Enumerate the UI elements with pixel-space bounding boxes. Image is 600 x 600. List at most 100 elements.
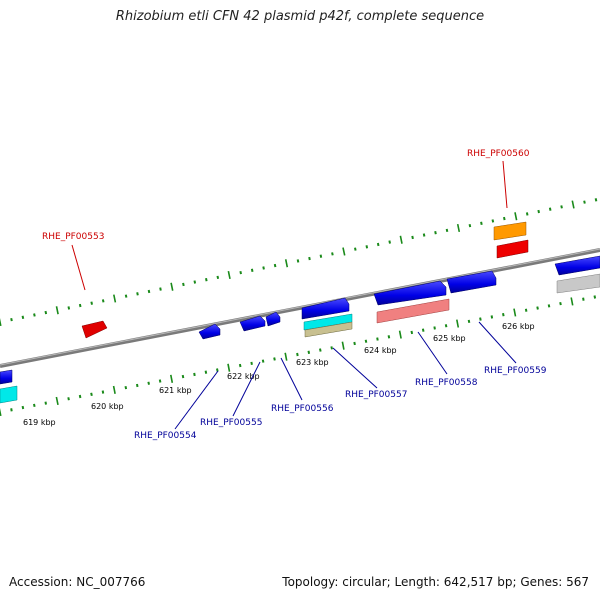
forward-tick [319,254,323,258]
gene-arrow-rhe-pf00557[interactable] [373,280,447,306]
forward-tick [147,289,151,294]
reverse-tick [170,374,174,383]
forward-tick [21,315,25,319]
ruler-label-623: 623 kbp [296,358,329,367]
reverse-tick [21,405,25,410]
gene-arrow-left-edge[interactable] [0,369,13,385]
gene-arrow-rhe-pf00559[interactable] [554,255,600,276]
ruler-label-626: 626 kbp [502,322,535,331]
reverse-tick [204,370,208,374]
reverse-tick [78,394,82,399]
reverse-tick [330,346,333,350]
reverse-tick [547,304,551,308]
reverse-features [0,255,600,404]
gene-label-rhe-pf00558[interactable]: RHE_PF00558 [415,378,478,388]
forward-tick [159,287,162,291]
gene-arrow-rhe-pf00553[interactable] [81,320,108,339]
reverse-tick [33,403,36,408]
forward-tick [480,221,483,225]
reverse-tick [284,352,288,361]
gene-label-rhe-pf00556[interactable]: RHE_PF00556 [271,404,334,414]
gene-arrow-rhe-pf00554[interactable] [198,323,221,340]
reverse-tick [410,330,414,335]
forward-tick [113,294,117,303]
forward-tick [284,259,289,268]
forward-tick [399,235,403,244]
forward-tick [67,306,71,310]
gene-label-rhe-pf00553[interactable]: RHE_PF00553 [42,232,104,242]
forward-tick [227,270,231,280]
reverse-tick [67,397,70,401]
cds-bar-cyan-left [0,385,18,404]
reverse-tick [238,363,242,368]
reverse-tick [227,363,231,372]
gene-label-rhe-pf00557[interactable]: RHE_PF00557 [345,390,407,400]
sequence-backbone [0,248,600,368]
gene-label-rhe-pf00555[interactable]: RHE_PF00555 [200,418,262,428]
ruler-labels: 619 kbp 620 kbp 621 kbp 622 kbp 623 kbp … [23,322,535,427]
gene-label-rhe-pf00560[interactable]: RHE_PF00560 [467,149,530,159]
forward-tick [525,212,529,216]
reverse-tick [90,392,93,396]
cds-bar-pink [376,298,450,324]
gene-label-rhe-pf00554[interactable]: RHE_PF00554 [134,431,197,441]
reverse-tick [421,328,425,332]
ruler-label-622: 622 kbp [227,372,260,381]
ruler-label-619: 619 kbp [23,418,56,427]
reverse-tick [319,348,322,352]
gene-arrow-rhe-pf00555b[interactable] [265,311,281,327]
forward-tick [342,247,346,256]
reverse-tick [112,385,116,394]
forward-tick [296,259,300,263]
leader-rhe-pf00555 [232,361,261,417]
forward-gene-labels: RHE_PF00553 RHE_PF00560 [42,149,530,291]
forward-tick [411,235,414,240]
reverse-tick [181,374,185,379]
forward-tick [376,242,380,247]
reverse-tick [479,317,482,321]
forward-tick [55,306,59,315]
gene-arrow-rhe-pf00558[interactable] [446,270,497,294]
ruler-label-620: 620 kbp [91,402,124,411]
leader-rhe-pf00559 [478,321,517,364]
map-title: Rhizobium etli CFN 42 plasmid p42f, comp… [115,9,485,24]
reverse-tick [524,308,528,312]
reverse-tick [101,390,105,394]
forward-tick [388,240,391,244]
reverse-tick [250,361,253,365]
forward-tick [0,318,2,327]
reverse-tick [467,319,471,324]
reverse-tick [136,383,139,388]
gene-label-rhe-pf00559[interactable]: RHE_PF00559 [484,366,547,376]
leader-rhe-pf00554 [174,370,219,430]
reverse-tick [559,301,562,306]
forward-tick [537,209,540,214]
gene-arrow-rhe-pf00555a[interactable] [239,315,266,332]
reverse-tick [433,326,436,330]
reverse-tick [261,359,265,363]
forward-tick [170,282,174,291]
forward-tick [205,278,208,282]
reverse-tick [444,324,448,328]
reverse-tick [387,335,391,339]
gene-arrow-rhe-pf00560-orange[interactable] [493,221,527,241]
reverse-tick [307,350,311,354]
forward-tick [250,268,254,272]
gene-arrow-rhe-pf00556[interactable] [301,297,350,320]
reverse-tick [55,396,59,406]
leader-rhe-pf00558 [417,331,448,375]
forward-tick [101,299,105,303]
forward-tick [365,245,369,249]
gene-arrow-rhe-pf00560[interactable] [496,239,529,259]
reverse-tick [490,315,494,319]
reverse-tick [582,297,585,301]
forward-tick [583,200,586,204]
reverse-tick [536,306,539,310]
reverse-gene-labels: RHE_PF00554 RHE_PF00555 RHE_PF00556 RHE_… [134,321,547,441]
forward-tick [33,313,36,317]
reverse-tick [570,297,574,306]
reverse-tick [10,408,13,412]
forward-tick [273,263,277,268]
reverse-tick [376,337,379,341]
